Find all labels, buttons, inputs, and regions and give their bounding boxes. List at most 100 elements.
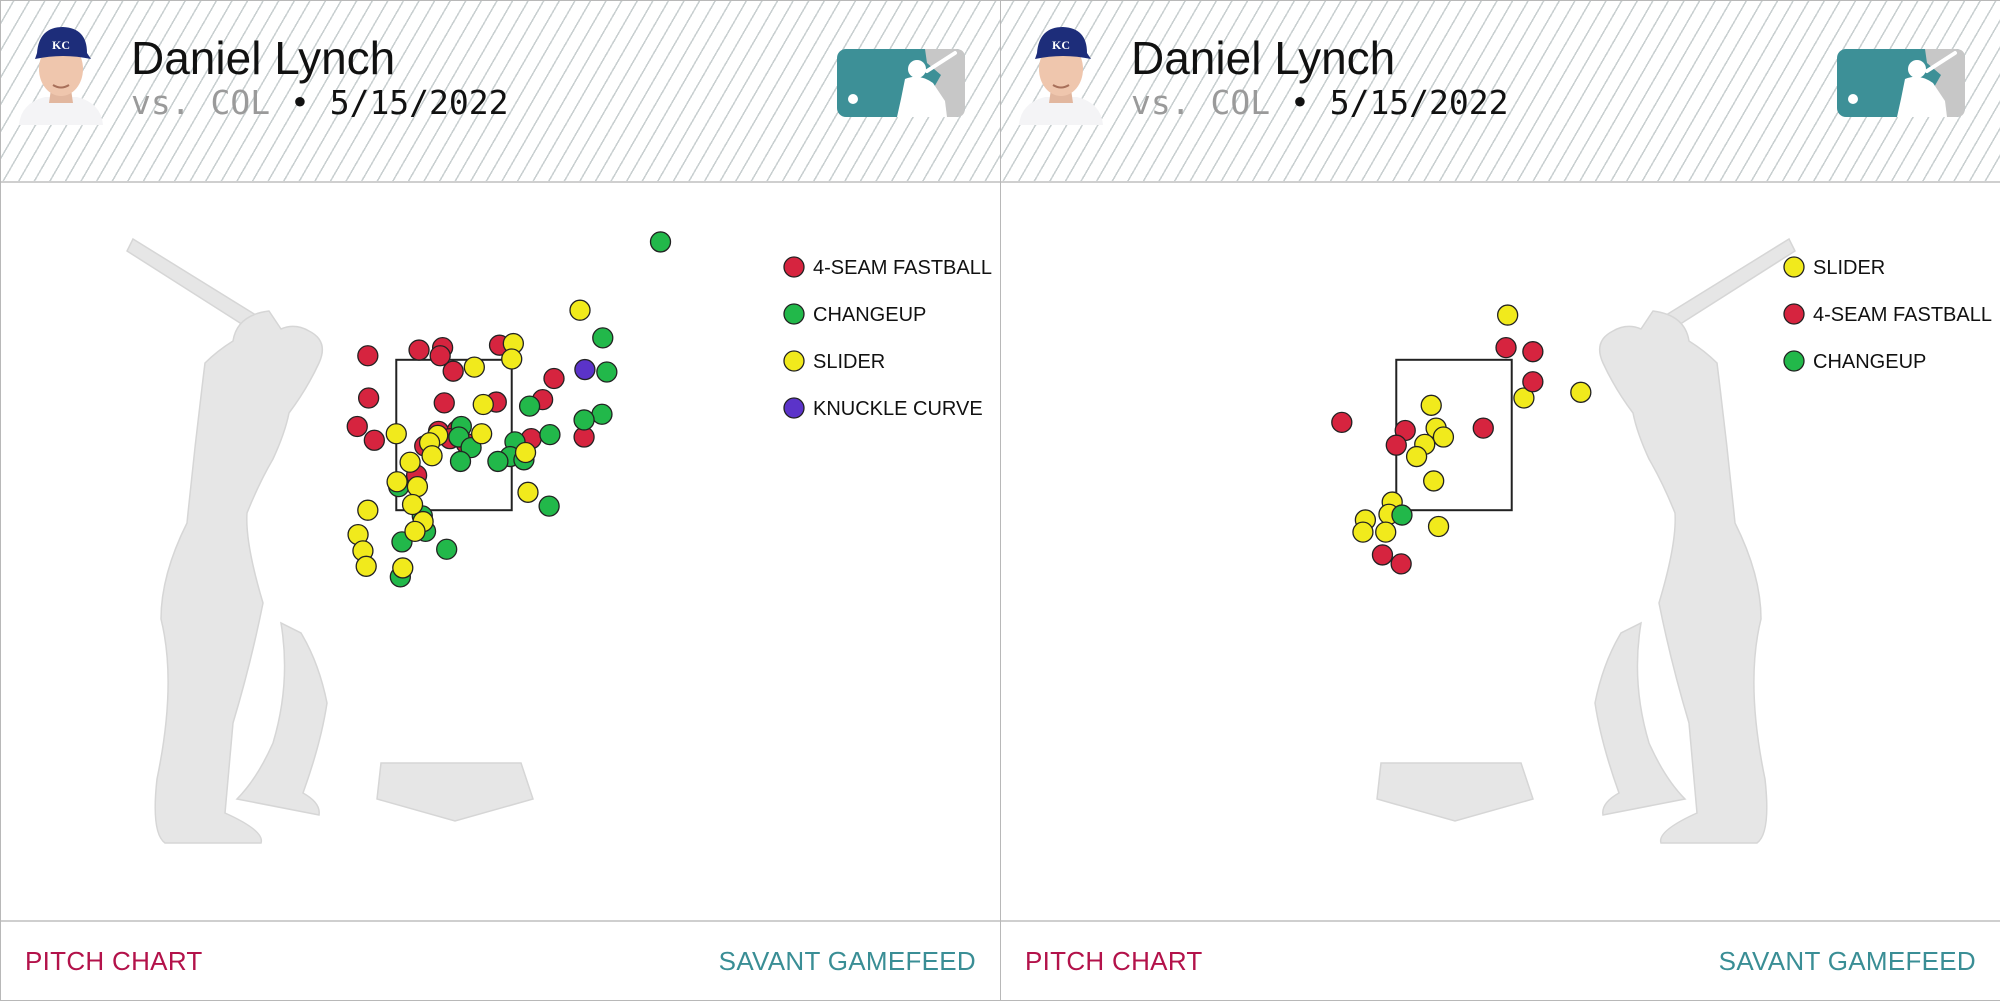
pitch-chart-link[interactable]: PITCH CHART (25, 946, 203, 976)
savant-gamefeed-link[interactable]: SAVANT GAMEFEED (1718, 946, 1976, 976)
player-header: KC Daniel Lynch vs. COL • 5/15/2022 (1, 1, 1000, 183)
svg-text:KC: KC (52, 38, 70, 52)
player-headshot: KC (1019, 27, 1103, 125)
pitch-point-4-seam-fastball (1390, 553, 1412, 575)
pitch-point-slider (1427, 515, 1450, 538)
pitch-location-chart: SLIDER 4-SEAM FASTBALL CHANGEUP (1331, 237, 1992, 844)
player-name: Daniel Lynch (1131, 32, 1396, 84)
pitch-chart-panel-left: KC Daniel Lynch vs. COL • 5/15/2022 (0, 0, 1001, 1001)
pitch-point-slider (463, 356, 485, 378)
pitch-point-slider (569, 299, 591, 321)
legend-label: 4-SEAM FASTBALL (1813, 304, 1992, 326)
legend-swatch (783, 303, 805, 325)
legend: SLIDER 4-SEAM FASTBALL CHANGEUP (1783, 256, 1992, 373)
pitch-point-slider (357, 499, 379, 521)
pitch-point-4-seam-fastball (433, 392, 455, 414)
game-date: 5/15/2022 (1329, 83, 1509, 122)
opponent: vs. COL (131, 83, 271, 122)
pitch-point-changeup (539, 423, 561, 446)
pitch-point-slider (392, 557, 414, 579)
pitch-point-slider (517, 481, 539, 503)
pitch-point-slider (470, 423, 493, 445)
legend-item-changeup: CHANGEUP (1783, 350, 1926, 373)
pitch-point-changeup (596, 361, 618, 383)
pitch-points (1331, 304, 1592, 575)
pitch-point-slider (404, 520, 426, 542)
legend-item-4-seam-fastball: 4-SEAM FASTBALL (1783, 303, 1992, 326)
legend-item-changeup: CHANGEUP (783, 303, 926, 326)
pitch-point-slider (1432, 426, 1455, 448)
legend-label: SLIDER (813, 351, 885, 373)
legend-label: CHANGEUP (813, 304, 926, 326)
pitch-point-slider (385, 423, 407, 445)
legend-swatch (1783, 350, 1805, 372)
legend-swatch (783, 397, 805, 419)
pitch-point-changeup (487, 450, 509, 473)
panel-footer: PITCH CHART SAVANT GAMEFEED (1, 920, 1000, 1000)
pitch-point-slider (1405, 445, 1428, 468)
legend-item-slider: SLIDER (783, 350, 885, 373)
legend-label: 4-SEAM FASTBALL (813, 257, 992, 279)
legend: 4-SEAM FASTBALL CHANGEUP SLIDER KNUCKLE CUR… (783, 256, 992, 420)
pitch-point-changeup (538, 495, 560, 517)
legend-swatch (783, 350, 805, 372)
pitch-point-slider (386, 471, 408, 493)
pitch-point-slider (1420, 394, 1442, 416)
svg-text:KC: KC (1052, 38, 1070, 52)
legend-label: CHANGEUP (1813, 351, 1926, 373)
separator: • (1289, 83, 1310, 122)
pitch-point-4-seam-fastball (1495, 336, 1517, 359)
pitch-location-chart: 4-SEAM FASTBALL CHANGEUP SLIDER KNUCKLE CUR… (126, 231, 992, 844)
pitch-point-4-seam-fastball (357, 345, 379, 367)
pitch-point-4-seam-fastball (408, 339, 430, 361)
pitch-point-changeup (436, 538, 458, 560)
game-date: 5/15/2022 (329, 83, 509, 122)
pitch-point-slider (472, 393, 494, 416)
legend-item-knuckle-curve: KNUCKLE CURVE (783, 397, 983, 420)
pitch-point-changeup (1391, 504, 1413, 526)
pitch-point-changeup (649, 231, 672, 253)
legend-swatch (1783, 303, 1805, 325)
pitch-point-slider (421, 445, 443, 467)
pitch-point-changeup (573, 409, 595, 431)
pitch-point-slider (399, 451, 421, 473)
legend-item-4-seam-fastball: 4-SEAM FASTBALL (783, 256, 992, 279)
pitch-point-slider (501, 348, 523, 370)
pitch-point-slider (406, 475, 429, 498)
pitch-point-slider (514, 441, 537, 464)
pitch-point-slider (1570, 381, 1592, 403)
pitch-point-4-seam-fastball (1371, 544, 1394, 566)
pitch-point-slider (401, 493, 424, 516)
legend-label: SLIDER (1813, 257, 1885, 279)
game-info: vs. COL • 5/15/2022 (1131, 83, 1509, 122)
pitch-point-slider (1513, 387, 1535, 409)
pitch-point-4-seam-fastball (1472, 417, 1494, 439)
game-info: vs. COL • 5/15/2022 (131, 83, 509, 122)
pitch-point-slider (1352, 521, 1374, 543)
legend-label: KNUCKLE CURVE (813, 398, 983, 420)
pitch-point-4-seam-fastball (363, 429, 385, 451)
pitch-point-slider (1423, 470, 1445, 492)
pitch-point-4-seam-fastball (1331, 411, 1353, 434)
batter-silhouette (126, 237, 534, 844)
pitch-point-4-seam-fastball (442, 360, 464, 382)
pitch-point-knuckle-curve (574, 358, 596, 381)
pitch-point-slider (1375, 521, 1397, 543)
legend-item-slider: SLIDER (1783, 256, 1885, 279)
pitch-point-4-seam-fastball (543, 367, 565, 390)
mlb-logo (1837, 49, 1965, 117)
pitch-point-4-seam-fastball (357, 387, 380, 409)
savant-gamefeed-link[interactable]: SAVANT GAMEFEED (718, 946, 976, 976)
mlb-logo (837, 49, 965, 117)
player-name: Daniel Lynch (131, 32, 396, 84)
opponent: vs. COL (1131, 83, 1271, 122)
separator: • (289, 83, 310, 122)
player-header: KC Daniel Lynch vs. COL • 5/15/2022 (1001, 1, 2000, 183)
player-headshot: KC (19, 27, 103, 125)
batter-silhouette (1376, 237, 1796, 844)
pitch-points (346, 231, 672, 588)
pitch-chart-link[interactable]: PITCH CHART (1025, 946, 1203, 976)
pitch-point-changeup (518, 395, 541, 417)
pitch-point-changeup (449, 450, 472, 473)
pitch-point-changeup (591, 403, 613, 425)
